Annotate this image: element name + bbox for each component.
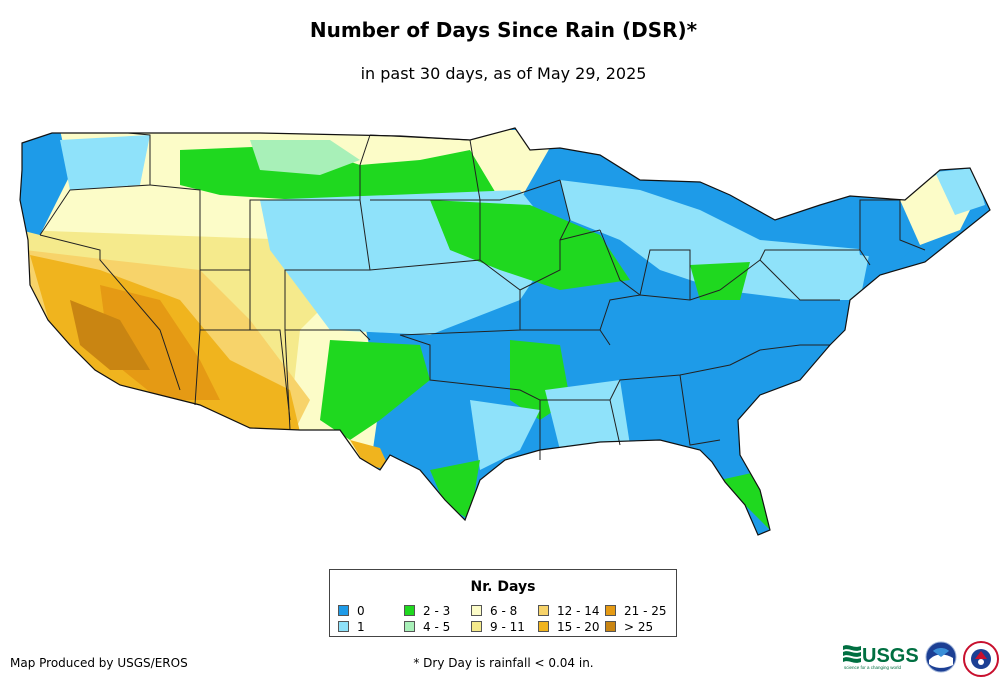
legend-swatch <box>538 605 549 616</box>
legend-item: 21 - 25 <box>605 605 667 617</box>
footnote: * Dry Day is rainfall < 0.04 in. <box>413 656 594 670</box>
map-title: Number of Days Since Rain (DSR)* <box>309 18 698 42</box>
map-subtitle: in past 30 days, as of May 29, 2025 <box>360 64 647 83</box>
legend-item: 4 - 5 <box>404 621 450 633</box>
usgs-logo: USGS science for a changing world <box>843 645 919 670</box>
legend-swatch <box>338 621 349 632</box>
legend-swatch <box>338 605 349 616</box>
legend-label: 0 <box>357 604 365 618</box>
legend-swatch <box>404 605 415 616</box>
map-credit: Map Produced by USGS/EROS <box>10 656 188 670</box>
legend-swatch <box>471 605 482 616</box>
usgs-logo-text: USGS <box>862 645 919 667</box>
legend-label: 4 - 5 <box>423 620 451 634</box>
dsr-raster <box>20 128 990 535</box>
legend-item: > 25 <box>605 621 653 633</box>
legend-label: 15 - 20 <box>557 620 600 634</box>
legend-item: 15 - 20 <box>538 621 600 633</box>
legend-label: 6 - 8 <box>490 604 518 618</box>
legend-label: 9 - 11 <box>490 620 525 634</box>
legend-item: 12 - 14 <box>538 605 600 617</box>
legend-swatch <box>538 621 549 632</box>
legend-item: 0 <box>338 605 365 617</box>
legend-item: 1 <box>338 621 365 633</box>
legend-label: 21 - 25 <box>624 604 667 618</box>
usgs-logo-tagline: science for a changing world <box>844 665 902 670</box>
legend: Nr. Days 0 1 2 - 3 4 - 5 6 - 8 9 - 11 12… <box>329 569 677 637</box>
legend-swatch <box>404 621 415 632</box>
legend-item: 2 - 3 <box>404 605 450 617</box>
legend-item: 6 - 8 <box>471 605 517 617</box>
legend-label: 2 - 3 <box>423 604 451 618</box>
legend-item: 9 - 11 <box>471 621 525 633</box>
legend-swatch <box>605 605 616 616</box>
legend-swatch <box>605 621 616 632</box>
legend-label: 1 <box>357 620 365 634</box>
nws-logo <box>963 641 999 677</box>
legend-swatch <box>471 621 482 632</box>
state-boundaries <box>39 132 926 460</box>
legend-label: > 25 <box>624 620 654 634</box>
noaa-logo <box>925 641 957 673</box>
legend-label: 12 - 14 <box>557 604 600 618</box>
legend-title: Nr. Days <box>470 579 536 595</box>
